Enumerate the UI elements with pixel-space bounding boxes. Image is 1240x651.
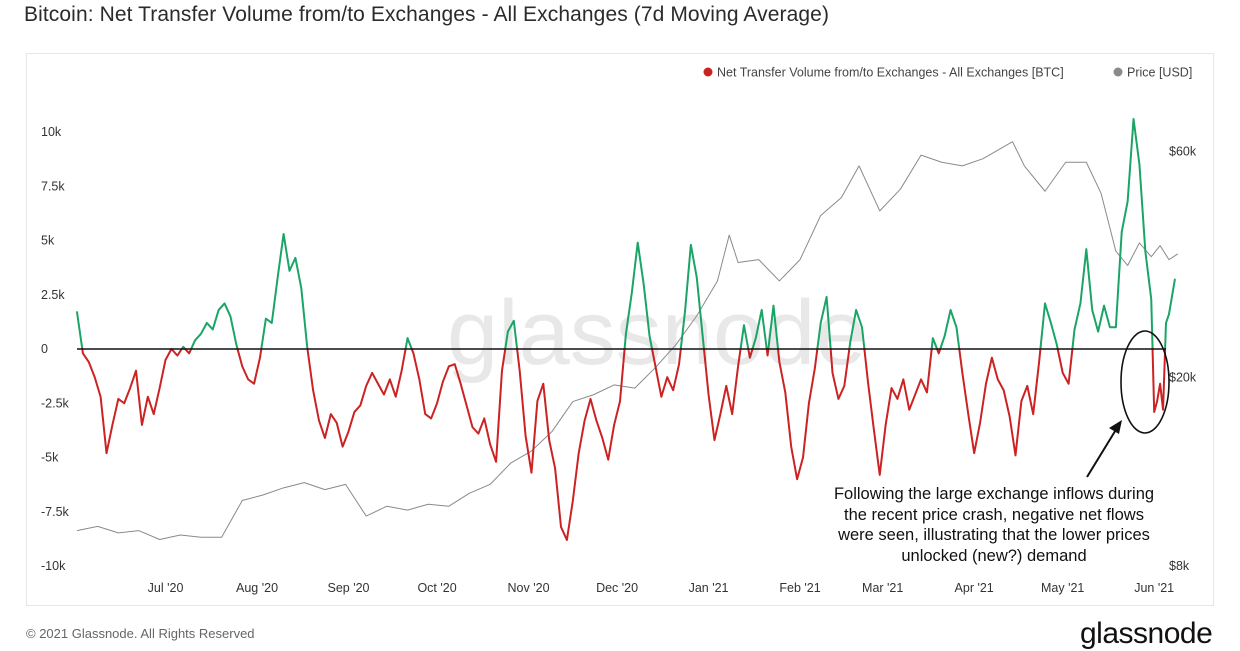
y-left-tick-label: -5k <box>41 451 59 465</box>
legend-label-price: Price [USD] <box>1127 66 1192 80</box>
x-tick-label: Jun '21 <box>1134 581 1174 595</box>
flow-line-negative <box>702 348 742 442</box>
y-left-tick-label: 0 <box>41 342 48 356</box>
copyright-footer: © 2021 Glassnode. All Rights Reserved <box>26 626 255 641</box>
flow-line-negative <box>516 348 626 541</box>
flow-line-negative <box>958 348 1042 457</box>
x-tick-label: Oct '20 <box>417 581 456 595</box>
flow-line-negative <box>747 348 754 359</box>
flow-line-negative <box>1056 348 1074 385</box>
annotation-arrow-head <box>1109 420 1122 434</box>
flow-line-negative <box>170 348 183 357</box>
flow-line-negative <box>651 348 682 398</box>
flow-line-negative <box>863 348 933 476</box>
flow-line-positive <box>504 319 519 350</box>
legend-label-flow: Net Transfer Volume from/to Exchanges - … <box>717 66 1064 80</box>
x-tick-label: Jan '21 <box>689 581 729 595</box>
flow-line-negative <box>306 348 407 448</box>
x-tick-label: Mar '21 <box>862 581 903 595</box>
flow-line-negative <box>184 348 193 355</box>
brand-logo: glassnode <box>1080 617 1213 650</box>
y-left-tick-label: 7.5k <box>41 179 65 193</box>
flow-line-positive <box>1071 117 1154 350</box>
flow-line-positive <box>76 311 84 350</box>
x-tick-label: Sep '20 <box>328 581 370 595</box>
chart-title: Bitcoin: Net Transfer Volume from/to Exc… <box>24 3 830 26</box>
flow-line-negative <box>936 348 942 355</box>
x-tick-label: Aug '20 <box>236 581 278 595</box>
annotation-arrow-shaft <box>1086 427 1118 478</box>
price-line <box>76 141 1179 541</box>
flow-line-positive <box>767 304 780 350</box>
flow-line-positive <box>751 308 768 350</box>
flow-line-positive <box>190 302 239 350</box>
y-left-tick-label: -7.5k <box>41 505 70 519</box>
x-tick-label: Apr '21 <box>955 581 994 595</box>
flow-line-positive <box>1039 302 1059 350</box>
annotation-ellipse <box>1120 330 1170 434</box>
y-left-tick-label: -2.5k <box>41 396 70 410</box>
y-left-tick-label: 10k <box>41 125 62 139</box>
flow-line-negative <box>236 348 263 385</box>
x-tick-label: Nov '20 <box>508 581 550 595</box>
y-left-tick-label: -10k <box>41 559 66 573</box>
flow-line-positive <box>816 295 832 350</box>
flow-line-negative <box>81 348 173 455</box>
flow-line-positive <box>930 337 939 350</box>
legend-marker-flow <box>703 67 713 77</box>
watermark-text: glassnode <box>447 282 866 384</box>
x-tick-label: Feb '21 <box>779 581 820 595</box>
legend-marker-price <box>1113 67 1123 77</box>
flow-line-negative <box>410 348 507 463</box>
x-tick-label: Jul '20 <box>148 581 184 595</box>
flow-line-positive <box>1164 278 1176 350</box>
chart-svg: glassnode Net Transfer Volume from/to Ex… <box>41 66 1197 596</box>
y-right-tick-label: $8k <box>1169 559 1190 573</box>
flow-line-negative <box>765 348 770 357</box>
y-left-tick-label: 5k <box>41 234 55 248</box>
flow-line-negative <box>777 348 819 481</box>
flow-line-positive <box>404 337 413 350</box>
flow-line-positive <box>739 324 750 350</box>
flow-line-negative <box>829 348 851 400</box>
y-left-tick-label: 2.5k <box>41 288 65 302</box>
x-tick-label: May '21 <box>1041 581 1084 595</box>
chart-frame: glassnode Net Transfer Volume from/to Ex… <box>26 53 1214 606</box>
flow-line-positive <box>260 232 309 350</box>
x-tick-label: Dec '20 <box>596 581 638 595</box>
y-right-tick-label: $20k <box>1169 371 1197 385</box>
y-right-tick-label: $60k <box>1169 145 1197 159</box>
flow-line-negative <box>1151 348 1167 413</box>
flow-line-positive <box>939 308 961 350</box>
flow-line-positive <box>623 241 654 350</box>
flow-line-positive <box>848 308 866 350</box>
chart-annotation: Following the large exchange inflows dur… <box>833 485 1155 565</box>
flow-line-positive <box>679 243 705 350</box>
